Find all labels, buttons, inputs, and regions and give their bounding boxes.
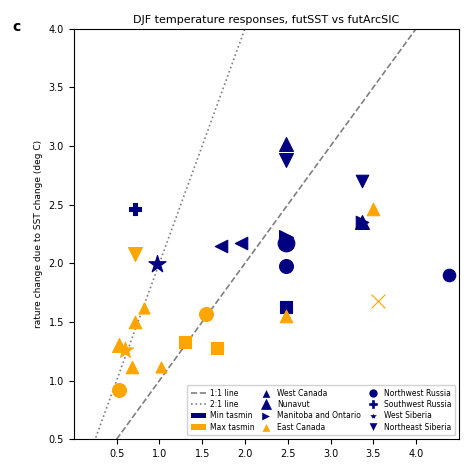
Point [121,346,129,354]
Point [283,239,290,247]
Point [358,219,366,226]
Point [181,338,189,346]
Point [153,261,161,268]
Point [358,177,366,185]
Point [140,304,148,311]
Point [128,363,136,370]
Point [283,140,290,147]
Point [445,271,453,279]
Point [132,250,139,258]
Legend: 1:1 line, 2:1 line, Min tasmin, Max tasmin, West Canada, Nunavut, Manitoba and O: 1:1 line, 2:1 line, Min tasmin, Max tasm… [187,385,455,436]
Text: c: c [12,20,20,34]
Point [370,206,377,213]
Point [283,234,290,241]
Point [374,297,382,305]
Point [203,310,210,318]
Point [217,242,225,249]
Point [157,363,165,370]
Point [283,156,290,164]
Point [132,206,139,213]
Point [213,344,220,352]
Point [132,318,139,326]
Point [237,239,245,247]
Point [115,342,123,349]
Point [283,312,290,320]
Point [115,386,123,394]
Point [358,219,366,226]
Point [283,303,290,310]
Point [283,262,290,269]
Y-axis label: rature change due to SST change (deg C): rature change due to SST change (deg C) [34,140,43,328]
Title: DJF temperature responses, futSST vs futArcSIC: DJF temperature responses, futSST vs fut… [133,15,400,25]
